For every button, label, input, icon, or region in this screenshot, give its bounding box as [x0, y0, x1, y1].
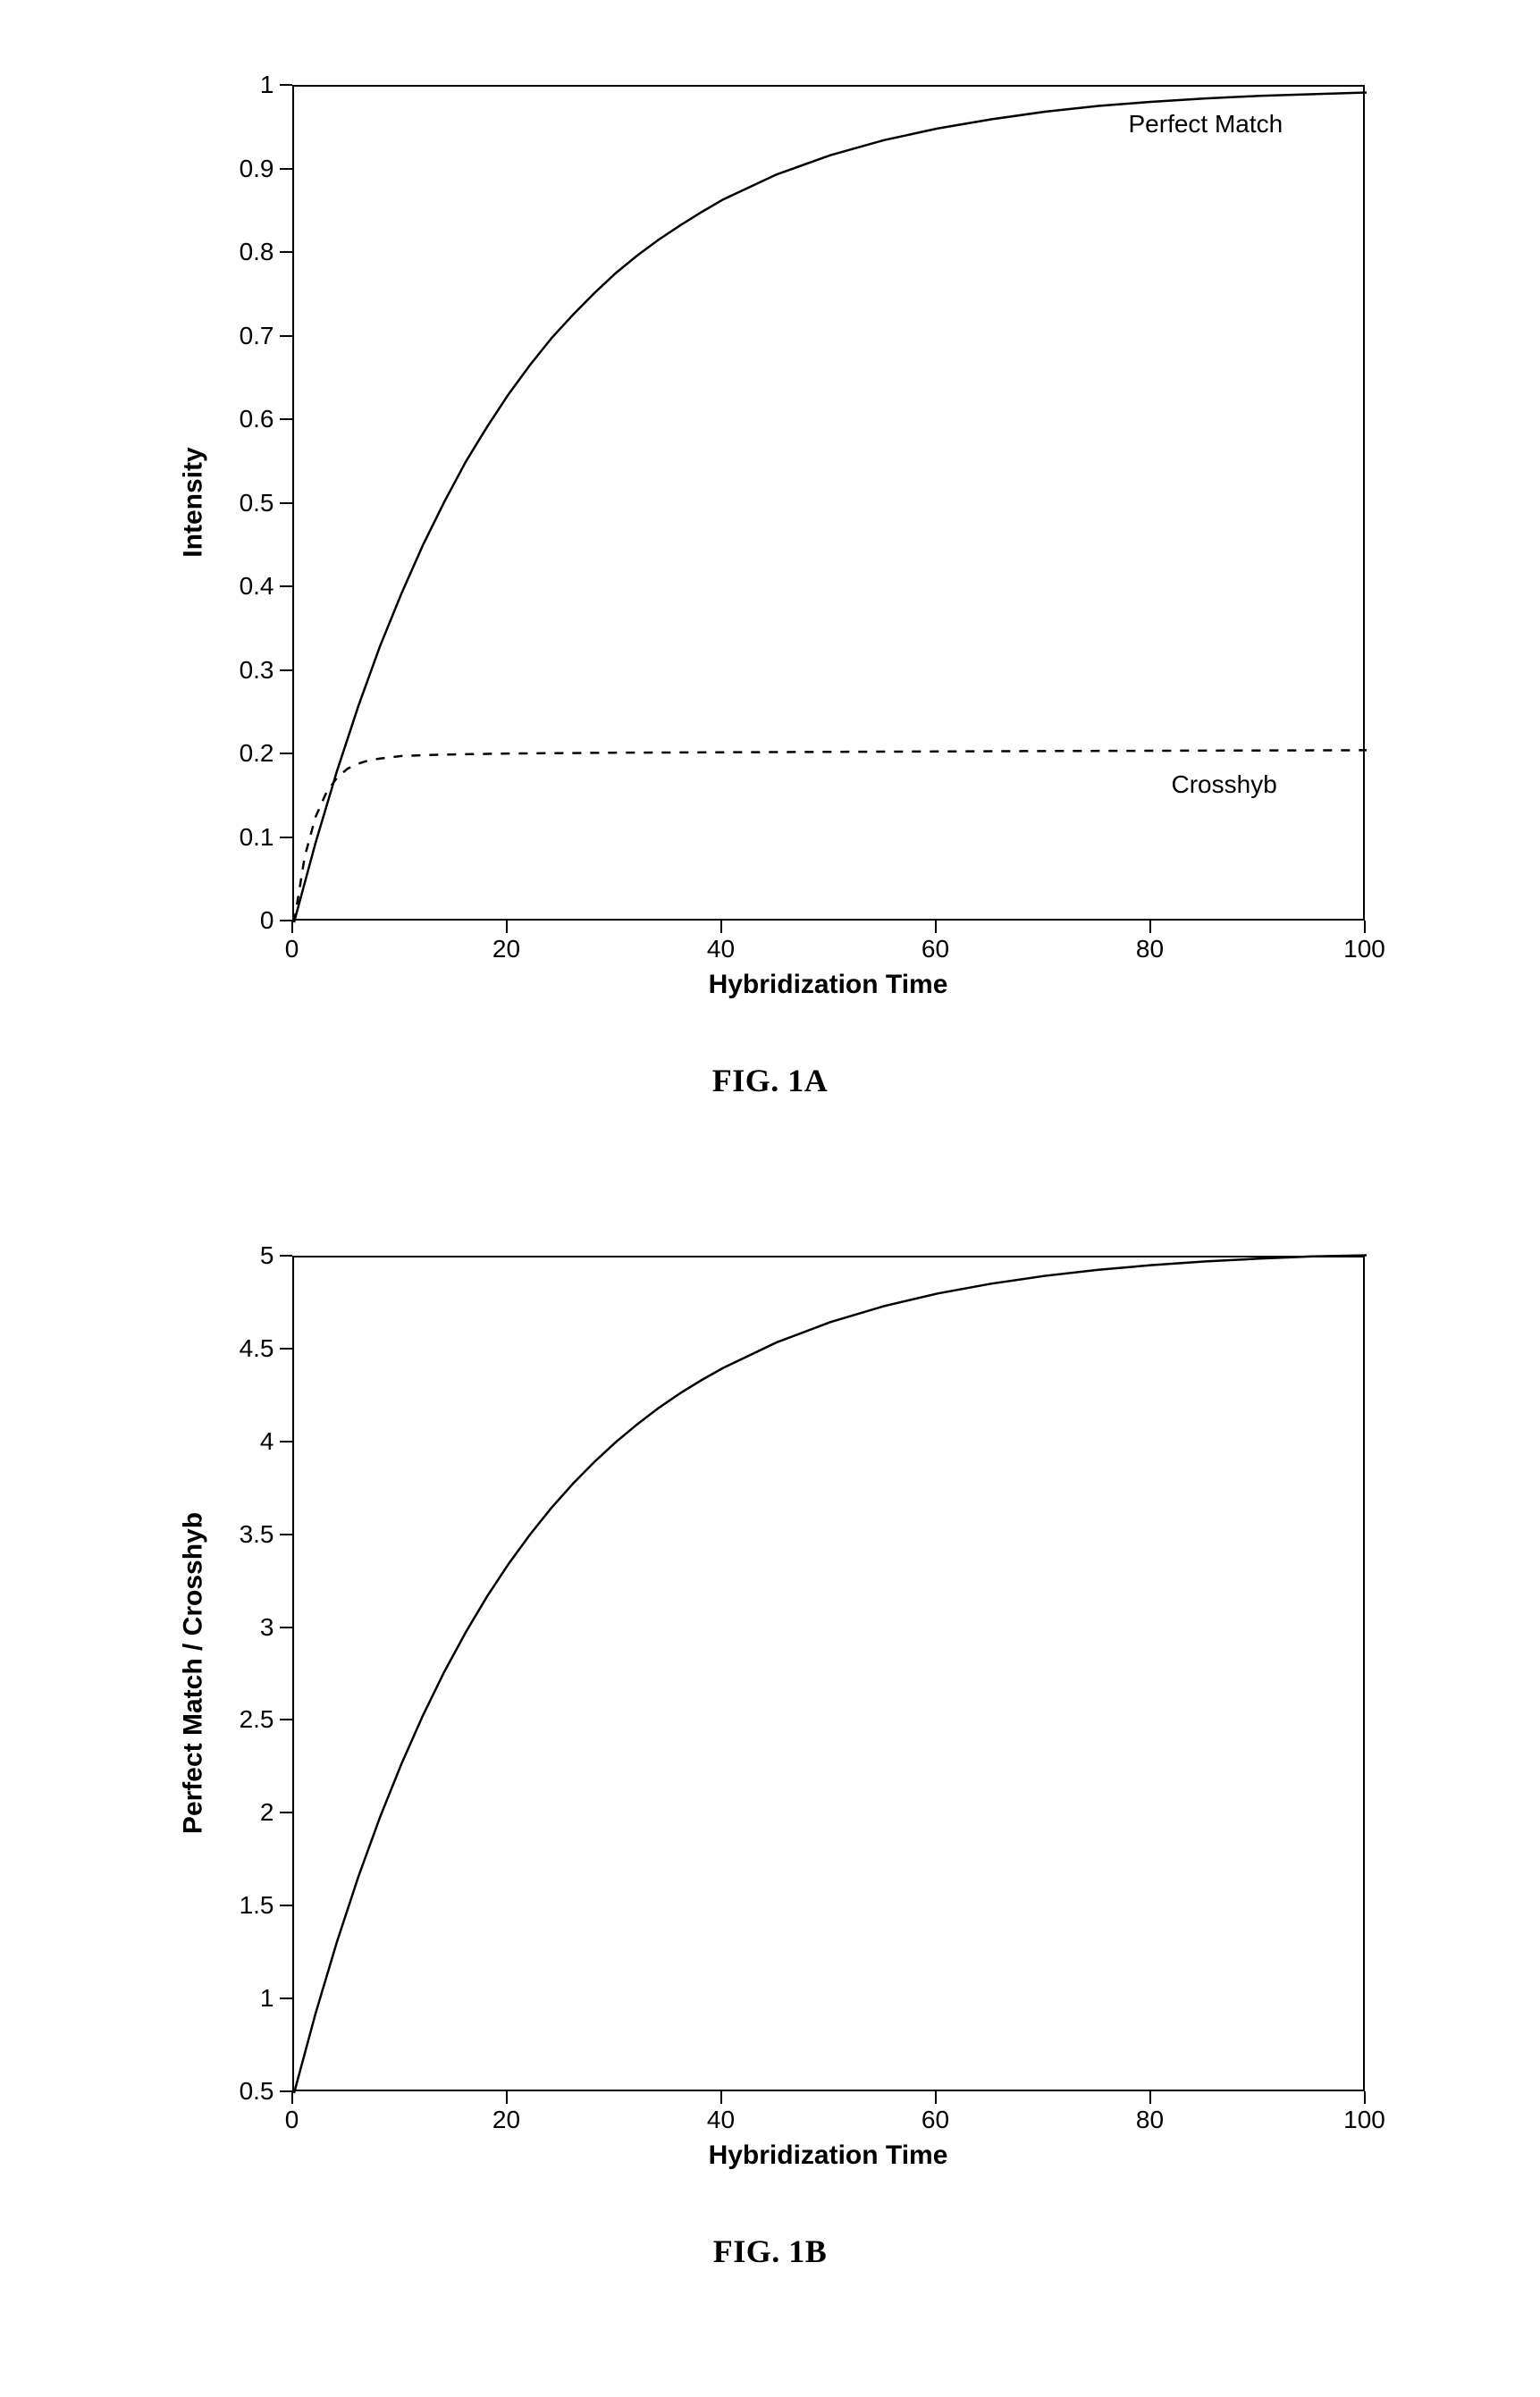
y-tick-label: 0.1: [240, 823, 274, 852]
y-tick-mark: [280, 753, 292, 754]
x-axis-label-b: Hybridization Time: [292, 2140, 1365, 2171]
x-tick-label: 40: [707, 2106, 735, 2134]
y-tick-mark: [280, 1534, 292, 1535]
y-tick-mark: [280, 335, 292, 337]
y-tick-mark: [280, 251, 292, 253]
y-tick-mark: [280, 2090, 292, 2092]
x-tick-mark: [1364, 2091, 1366, 2104]
x-tick-mark: [720, 2091, 722, 2104]
y-tick-label: 0.7: [240, 322, 274, 350]
y-tick-mark: [280, 502, 292, 504]
figure-1a: Intensity Hybridization Time 02040608010…: [0, 63, 1540, 1099]
x-tick-label: 100: [1343, 2106, 1385, 2134]
plot-svg-b: [294, 1257, 1367, 2093]
y-tick-mark: [280, 1441, 292, 1442]
series-label: Perfect Match: [1129, 110, 1283, 139]
plot-outer-b: Perfect Match / Crosshyb Hybridization T…: [136, 1233, 1405, 2208]
x-tick-mark: [720, 921, 722, 933]
x-tick-mark: [506, 2091, 508, 2104]
x-tick-mark: [506, 921, 508, 933]
x-tick-mark: [935, 2091, 937, 2104]
y-tick-label: 1: [260, 71, 274, 99]
x-tick-label: 0: [285, 2106, 299, 2134]
x-tick-mark: [1149, 921, 1151, 933]
y-tick-label: 2: [260, 1798, 274, 1827]
caption-a: FIG. 1A: [0, 1062, 1540, 1099]
series-label: Crosshyb: [1172, 770, 1277, 799]
y-tick-mark: [280, 1255, 292, 1257]
x-tick-label: 60: [921, 935, 949, 963]
x-tick-label: 20: [492, 935, 520, 963]
x-axis-label-a: Hybridization Time: [292, 970, 1365, 1000]
plot-area-b: [292, 1256, 1365, 2091]
y-tick-label: 4.5: [240, 1334, 274, 1363]
y-tick-label: 0.9: [240, 155, 274, 183]
y-tick-mark: [280, 837, 292, 838]
y-tick-label: 3.5: [240, 1520, 274, 1549]
y-tick-mark: [280, 418, 292, 420]
series-line: [294, 1256, 1367, 2093]
y-tick-mark: [280, 1719, 292, 1720]
y-axis-label-b: Perfect Match / Crosshyb: [179, 1255, 209, 2090]
x-tick-label: 80: [1136, 935, 1164, 963]
x-tick-label: 20: [492, 2106, 520, 2134]
y-tick-label: 1: [260, 1984, 274, 2013]
x-tick-mark: [1149, 2091, 1151, 2104]
y-tick-label: 0.5: [240, 2077, 274, 2106]
x-tick-mark: [291, 921, 293, 933]
y-tick-mark: [280, 1998, 292, 1999]
y-tick-mark: [280, 1348, 292, 1350]
x-tick-label: 100: [1343, 935, 1385, 963]
figure-1b: Perfect Match / Crosshyb Hybridization T…: [0, 1233, 1540, 2270]
x-tick-label: 80: [1136, 2106, 1164, 2134]
y-tick-mark: [280, 1905, 292, 1906]
y-tick-label: 2.5: [240, 1705, 274, 1734]
y-tick-label: 0: [260, 906, 274, 935]
y-tick-mark: [280, 669, 292, 671]
y-tick-mark: [280, 1812, 292, 1813]
y-tick-label: 5: [260, 1241, 274, 1270]
y-tick-label: 3: [260, 1613, 274, 1642]
y-tick-mark: [280, 585, 292, 587]
y-axis-label-a: Intensity: [179, 84, 209, 920]
y-tick-label: 0.4: [240, 572, 274, 601]
plot-outer-a: Intensity Hybridization Time 02040608010…: [136, 63, 1405, 1037]
x-tick-label: 40: [707, 935, 735, 963]
y-tick-label: 0.2: [240, 739, 274, 768]
y-tick-mark: [280, 920, 292, 921]
x-tick-mark: [935, 921, 937, 933]
y-tick-label: 0.6: [240, 405, 274, 433]
y-tick-label: 4: [260, 1427, 274, 1456]
y-tick-mark: [280, 1627, 292, 1628]
x-tick-mark: [1364, 921, 1366, 933]
x-tick-label: 0: [285, 935, 299, 963]
x-tick-label: 60: [921, 2106, 949, 2134]
y-tick-label: 0.8: [240, 238, 274, 266]
y-tick-label: 1.5: [240, 1891, 274, 1920]
x-tick-mark: [291, 2091, 293, 2104]
y-tick-mark: [280, 168, 292, 170]
y-tick-mark: [280, 84, 292, 86]
y-tick-label: 0.5: [240, 489, 274, 517]
y-tick-label: 0.3: [240, 656, 274, 685]
caption-b: FIG. 1B: [0, 2233, 1540, 2270]
